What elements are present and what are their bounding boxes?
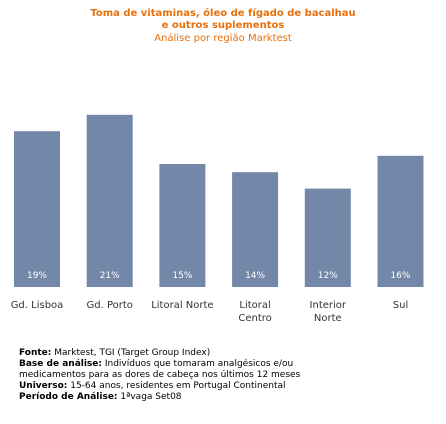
bar-value-label-5: 16%: [390, 271, 410, 281]
note-source-text: Marktest, TGI (Target Group Index): [51, 348, 211, 358]
category-label-4-line-1: Norte: [314, 313, 342, 324]
bar-value-label-1: 21%: [100, 271, 120, 281]
bar-1: [86, 114, 133, 287]
category-label-3-line-1: Centro: [238, 313, 271, 324]
bar-value-label-4: 12%: [318, 271, 338, 281]
note-base-label: Base de análise:: [19, 359, 102, 369]
chart-title-line-2: e outros suplementos: [161, 20, 285, 31]
category-label-4-line-0: Interior: [310, 300, 347, 311]
bar-chart: 19% Gd. Lisboa 21% Gd. Porto 15% Litoral Nort…: [11, 114, 424, 324]
note-period-text: 1ªvaga Set08: [117, 392, 182, 402]
chart-subtitle: Análise por região Marktest: [154, 33, 292, 44]
category-label-1: Gd. Porto: [86, 300, 132, 311]
chart-notes: Fonte: Marktest, TGI (Target Group Index…: [19, 348, 439, 403]
note-base-continued: medicamentos para as dores de cabeça nos…: [19, 370, 439, 381]
note-universe-text: 15-64 anos, residentes em Portugal Conti…: [67, 381, 286, 391]
category-label-0: Gd. Lisboa: [11, 300, 64, 311]
note-period-label: Período de Análise:: [19, 392, 118, 402]
chart-title-block: Toma de vitaminas, óleo de fígado de bac…: [0, 8, 446, 45]
bar-value-label-3: 14%: [245, 271, 265, 281]
note-base: Base de análise: Indivíduos que tomaram …: [19, 359, 439, 370]
note-source: Fonte: Marktest, TGI (Target Group Index…: [19, 348, 439, 359]
bar-3: [232, 172, 279, 287]
category-label-5: Sul: [393, 300, 408, 311]
bar-2: [159, 164, 206, 287]
note-base-text-continued: medicamentos para as dores de cabeça nos…: [19, 370, 301, 380]
note-source-label: Fonte:: [19, 348, 52, 358]
note-period: Período de Análise: 1ªvaga Set08: [19, 392, 439, 403]
bar-5: [377, 155, 424, 287]
category-label-2: Litoral Norte: [151, 300, 213, 311]
note-base-text: Indivíduos que tomaram analgésicos e/ou: [102, 359, 294, 369]
bar-0: [14, 131, 60, 287]
bar-value-label-0: 19%: [27, 271, 47, 281]
note-universe-label: Universo:: [19, 381, 68, 391]
bar-4: [304, 188, 351, 287]
bar-value-label-2: 15%: [172, 271, 192, 281]
note-universe: Universo: 15-64 anos, residentes em Port…: [19, 381, 439, 392]
category-label-3-line-0: Litoral: [239, 300, 270, 311]
chart-title-line-1: Toma de vitaminas, óleo de fígado de bac…: [90, 8, 356, 19]
